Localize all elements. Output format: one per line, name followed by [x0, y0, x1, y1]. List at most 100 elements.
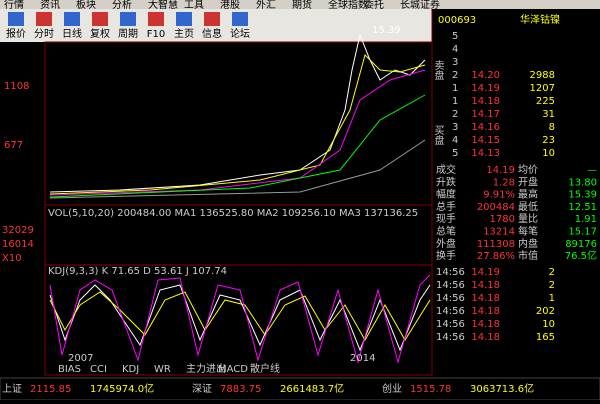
stat-label: 每笔	[518, 225, 538, 238]
status-value: 2115.85	[30, 384, 71, 395]
indicator-tab[interactable]: MACD	[218, 364, 248, 375]
trade-time: 14:56	[436, 293, 465, 304]
toolbar-label[interactable]: 论坛	[230, 27, 250, 40]
toolbar-icon[interactable]	[120, 12, 136, 26]
kdj-line	[49, 291, 431, 342]
stat-value: 111308	[477, 239, 515, 250]
stat-value: 13214	[483, 227, 515, 238]
indicator-tab[interactable]: 主力进出	[186, 362, 226, 375]
order-price: 14.20	[471, 70, 500, 81]
indicator-tab[interactable]: BIAS	[58, 364, 81, 375]
toolbar-label[interactable]: 日线	[62, 27, 82, 40]
ma-line	[49, 94, 426, 198]
kdj-line	[49, 274, 431, 364]
toolbar-label[interactable]: 主页	[174, 28, 194, 40]
menu-item[interactable]: 板块	[76, 0, 96, 11]
toolbar-icon[interactable]	[232, 12, 248, 26]
stat-value: 76.5亿	[565, 249, 597, 262]
indicator-tab[interactable]: CCI	[90, 364, 107, 375]
trade-volume: 1	[549, 293, 555, 304]
menu-item[interactable]: 行情	[4, 0, 24, 11]
status-index: 创业	[382, 382, 402, 395]
trade-price: 14.18	[471, 306, 500, 317]
toolbar-label[interactable]: 复权	[90, 27, 110, 40]
stat-label: 总笔	[436, 225, 456, 238]
stat-label: 外盘	[436, 237, 456, 250]
order-price: 14.17	[471, 109, 500, 120]
toolbar-label[interactable]: F10	[147, 29, 165, 40]
stat-value: 13.80	[568, 177, 597, 188]
trade-price: 14.18	[471, 332, 500, 343]
toolbar-icon[interactable]	[176, 12, 192, 26]
toolbar-icon[interactable]	[8, 12, 24, 26]
menu-item[interactable]: 工具	[184, 0, 204, 11]
sell-label: 卖盘	[432, 60, 444, 80]
indicator-tab[interactable]: 散户线	[250, 362, 280, 375]
order-volume: 2988	[530, 70, 555, 81]
ma-line	[49, 54, 426, 195]
stat-label: 量比	[518, 213, 538, 225]
toolbar-label[interactable]: 周期	[118, 28, 138, 40]
toolbar-icon[interactable]	[92, 12, 108, 26]
menu-item[interactable]: 大智慧	[148, 0, 178, 11]
menu-item[interactable]: 全球指数	[328, 0, 368, 11]
menu-item[interactable]: 长城证券	[400, 0, 440, 11]
menu-item[interactable]: 期货	[292, 0, 312, 11]
menu-item[interactable]: 港股	[220, 0, 240, 11]
status-value: 7883.75	[220, 384, 261, 395]
kdj-line	[49, 284, 431, 352]
stat-value: 27.86%	[477, 251, 515, 262]
trade-volume: 10	[542, 319, 555, 330]
toolbar-label[interactable]: 信息	[202, 27, 222, 40]
order-volume: 31	[542, 109, 555, 120]
order-level: 3	[452, 122, 458, 133]
stat-label: 市值	[518, 249, 538, 262]
menu-item[interactable]: 资讯	[40, 0, 60, 11]
menu-item[interactable]: 外汇	[256, 0, 276, 11]
order-volume: 225	[536, 96, 555, 107]
stat-value: 14.19	[486, 165, 515, 176]
toolbar-label[interactable]: 报价	[6, 27, 26, 40]
trade-time: 14:56	[436, 267, 465, 278]
order-level: 5	[452, 148, 458, 159]
toolbar-label[interactable]: 分时	[34, 28, 54, 40]
trade-volume: 2	[549, 280, 555, 291]
x-label: 2014	[350, 353, 375, 364]
stat-value: 200484	[477, 202, 515, 213]
indicator-tab[interactable]: WR	[154, 364, 171, 375]
chart-area	[44, 41, 433, 376]
order-volume: 1207	[530, 83, 555, 94]
order-level: 1	[452, 96, 458, 107]
menu-item[interactable]: 分析	[112, 0, 132, 11]
order-level: 2	[452, 109, 458, 120]
trade-time: 14:56	[436, 332, 465, 343]
stat-label: 内盘	[518, 237, 538, 250]
trade-volume: 202	[536, 306, 555, 317]
y-label: 1108	[4, 81, 29, 92]
buy-label: 买盘	[432, 125, 444, 145]
menu-item[interactable]: 委托	[364, 0, 384, 11]
menu-bar	[0, 0, 600, 9]
trade-time: 14:56	[436, 306, 465, 317]
stat-value: —	[587, 165, 597, 176]
stock-name: 华泽钴镍	[520, 13, 560, 26]
toolbar-icon[interactable]	[204, 12, 220, 26]
toolbar-icon[interactable]	[148, 12, 164, 26]
stat-label: 换手	[436, 249, 456, 262]
stat-value: 1.28	[493, 177, 515, 188]
status-amount: 1745974.0亿	[90, 382, 154, 395]
kdj-indicator: KDJ(9,3,3) K 71.65 D 53.61 J 107.74	[48, 266, 227, 277]
indicator-tab[interactable]: KDJ	[122, 364, 139, 375]
stat-value: 15.17	[568, 227, 597, 238]
stat-label: 现手	[436, 212, 456, 225]
toolbar-icon[interactable]	[36, 12, 52, 26]
order-level: 5	[452, 31, 458, 42]
trade-volume: 2	[549, 267, 555, 278]
status-amount: 3063713.6亿	[470, 382, 534, 395]
ma-line	[49, 139, 426, 199]
order-price: 14.15	[471, 135, 500, 146]
trade-time: 14:56	[436, 319, 465, 330]
stat-value: 15.39	[568, 190, 597, 201]
toolbar-icon[interactable]	[64, 12, 80, 26]
